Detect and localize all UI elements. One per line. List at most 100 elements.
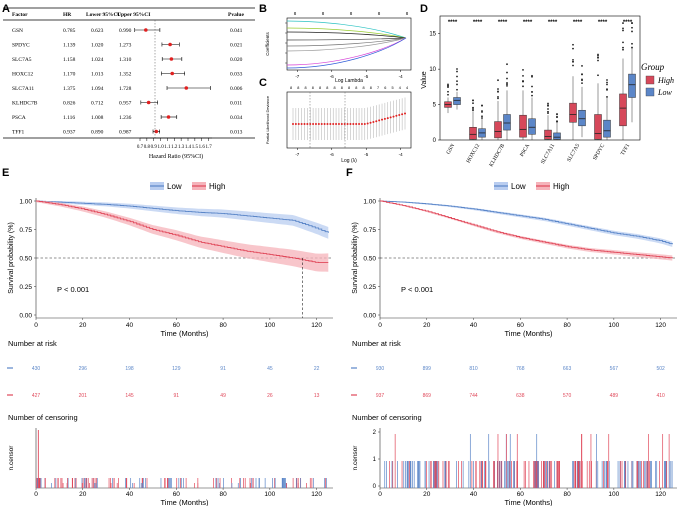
lasso-top-tick: 8 <box>294 11 297 16</box>
cv-point <box>366 122 369 125</box>
boxplot-gene-label: SLC7A11 <box>540 143 556 165</box>
boxplot-ylabel: Value <box>421 71 428 88</box>
forest-factor: TFF1 <box>12 130 24 136</box>
km-risk-low: 296 <box>79 366 88 372</box>
boxplot-outlier <box>631 46 633 49</box>
forest-xtick-label: 1.1 <box>164 145 171 150</box>
boxplot-outlier <box>481 111 483 113</box>
boxplot-outlier <box>472 108 474 110</box>
panel-label-e: E <box>2 167 9 179</box>
boxplot-outlier <box>481 115 483 118</box>
km-censor-xtick-label: 100 <box>264 491 275 498</box>
km-censor-xtick-label: 20 <box>79 491 87 498</box>
forest-lower: 1.008 <box>91 115 104 121</box>
lasso-coefficient-plot: -7 -6 -5 -4 8 8 8 8 8 Log Lambda Coefficients <box>265 11 412 84</box>
km-risk-title: Number at risk <box>352 339 401 348</box>
km-curve-high <box>380 200 673 259</box>
forest-hr: 1.170 <box>63 72 76 78</box>
boxplot-outlier <box>597 54 599 57</box>
km-risk-high: 26 <box>267 393 273 399</box>
forest-xtick-label: 1.3 <box>178 145 185 150</box>
cv-point <box>346 123 349 125</box>
forest-factor: HOXC12 <box>12 72 33 78</box>
km-risk-high: 570 <box>563 393 572 399</box>
forest-xtick-label: 1.4 <box>185 145 192 150</box>
boxplot-ytick-label: 15 <box>429 32 436 38</box>
cv-point <box>309 123 312 125</box>
km-legend-low: Low <box>167 182 182 191</box>
lasso-path <box>286 37 407 47</box>
km-xtick-label: 80 <box>219 322 227 329</box>
cv-xlabel: Log (λ) <box>341 158 357 164</box>
boxplot-outlier <box>522 80 524 82</box>
lasso-top-tick: 8 <box>350 11 353 16</box>
km-curve-high <box>36 200 329 264</box>
boxplot-outlier <box>506 63 508 66</box>
km-risk-low: 91 <box>220 366 226 372</box>
boxplot-outlier <box>472 106 474 109</box>
km-risk-low: 129 <box>172 366 181 372</box>
boxplot-gene-label: KLHDC7B <box>488 143 506 168</box>
km-censor-xtick-label: 120 <box>655 491 666 498</box>
km-curve-low <box>380 200 673 245</box>
forest-lower: 1.013 <box>91 72 104 78</box>
forest-factor: PSCA <box>12 115 26 121</box>
boxplot-outlier <box>447 84 449 87</box>
lasso-xtick-label: -6 <box>330 74 334 79</box>
boxplot-outlier <box>447 90 449 93</box>
boxplot-outlier <box>506 83 508 86</box>
forest-lower: 1.094 <box>91 86 104 92</box>
boxplot-outlier <box>572 58 574 61</box>
forest-factor: SLC7A5 <box>12 57 32 63</box>
boxplot-outlier <box>472 102 474 105</box>
km-censor-xtick-label: 0 <box>378 491 382 498</box>
cv-top-tick: 8 <box>370 86 372 90</box>
km-censor-ylabel: n.censor <box>8 445 15 471</box>
cv-point <box>306 123 309 125</box>
forest-pvalue: 0.041 <box>230 28 243 34</box>
km-risk-high: 937 <box>376 393 385 399</box>
boxplot-outlier <box>572 64 574 67</box>
forest-header-lower: Lower 95%CI <box>86 12 120 18</box>
forest-xtick-label: 0.9 <box>151 145 158 150</box>
cv-point <box>340 123 343 125</box>
km-censor-xtick-label: 0 <box>34 491 38 498</box>
forest-pvalue: 0.006 <box>230 86 243 92</box>
km-xtick-label: 120 <box>311 322 322 329</box>
lasso-xlabel: Log Lambda <box>335 78 363 84</box>
cv-point <box>383 117 386 120</box>
cv-point <box>369 121 372 124</box>
forest-upper: 0.957 <box>119 101 132 107</box>
forest-lower: 0.890 <box>91 130 104 136</box>
boxplot-significance: **** <box>573 20 583 26</box>
km-risk-high: 13 <box>314 393 320 399</box>
boxplot-outlier <box>531 94 533 97</box>
cv-top-tick: 8 <box>319 86 321 90</box>
boxplot-outlier <box>531 85 533 88</box>
boxplot-outlier <box>631 42 633 45</box>
cv-point <box>332 123 335 125</box>
cv-top-tick: 8 <box>290 86 292 90</box>
cv-top-tick: 8 <box>297 86 299 90</box>
cv-point <box>343 123 346 125</box>
cv-point <box>360 123 363 125</box>
cv-point <box>386 117 389 120</box>
boxplot-box <box>578 109 586 127</box>
km-xtick-label: 0 <box>378 322 382 329</box>
km-risk-title: Number at risk <box>8 339 57 348</box>
km-risk-low: 899 <box>423 366 432 372</box>
boxplot-outlier <box>472 99 474 102</box>
cv-top-tick: 7 <box>377 86 379 90</box>
km-censor-xtick-label: 80 <box>219 491 227 498</box>
km-risk-low: 567 <box>610 366 619 372</box>
forest-factor: GSN <box>12 28 23 34</box>
boxplot-outlier <box>581 73 583 76</box>
km-censor-xtick-label: 20 <box>423 491 431 498</box>
boxplot-outlier <box>622 46 624 49</box>
boxplot-outlier <box>631 22 633 24</box>
boxplot-outlier <box>522 68 524 71</box>
km-ytick-label: 0.25 <box>19 284 32 291</box>
boxplot-significance: **** <box>598 20 608 26</box>
boxplot-significance: **** <box>523 20 533 26</box>
